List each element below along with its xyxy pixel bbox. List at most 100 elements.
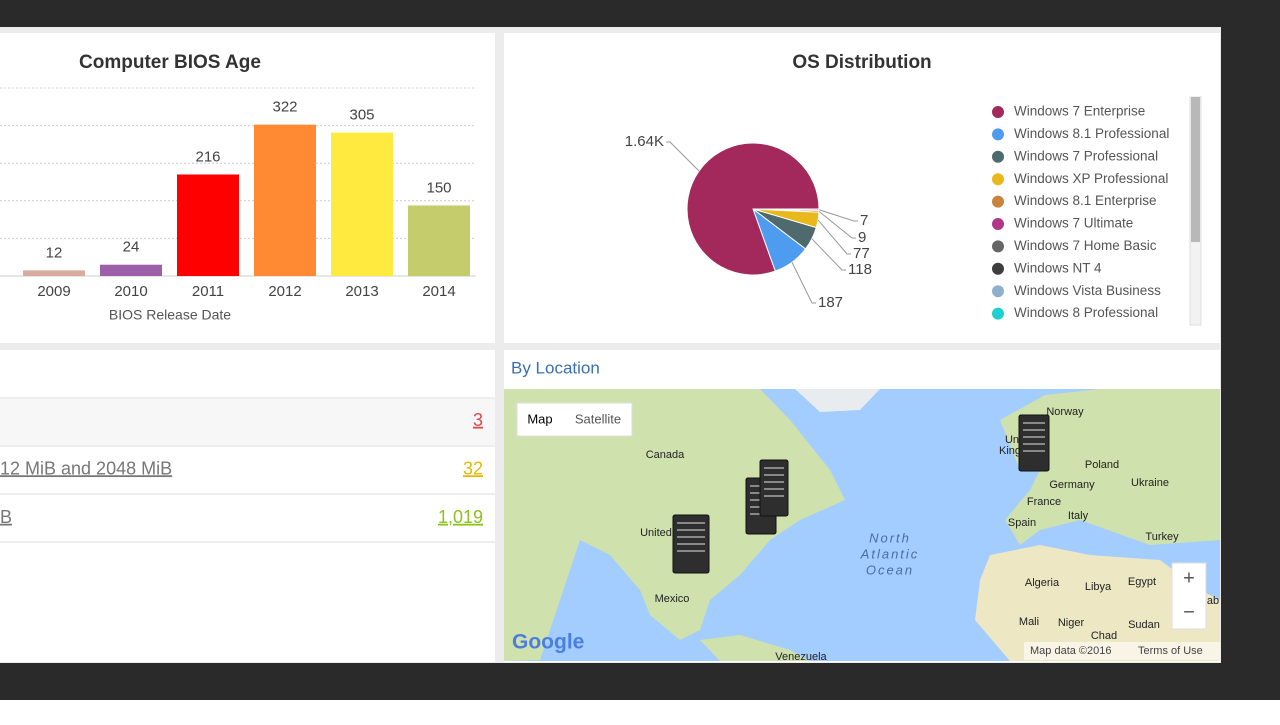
zoom-control[interactable] <box>1171 562 1207 630</box>
chart-title: OS Distribution <box>792 52 931 73</box>
legend-label[interactable]: Windows NT 4 <box>1014 260 1102 275</box>
place-label: Algeria <box>1025 577 1060 589</box>
legend-icon[interactable] <box>992 150 1004 163</box>
x-axis-label: BIOS Release Date <box>109 307 231 323</box>
x-tick-label: 2010 <box>114 283 147 300</box>
place-label: Spain <box>1008 517 1036 529</box>
data-label: 305 <box>349 107 374 124</box>
legend-icon[interactable] <box>992 128 1004 141</box>
bar <box>331 132 393 276</box>
place-label: Niger <box>1058 617 1085 629</box>
legend-label[interactable]: Windows 7 Ultimate <box>1014 216 1133 231</box>
ocean-label: North <box>869 530 911 545</box>
data-label: 1.64K <box>625 133 664 150</box>
map-button[interactable]: Satellite <box>575 411 621 426</box>
row-value[interactable]: 3 <box>473 410 483 430</box>
x-tick-label: 2014 <box>422 283 455 300</box>
desk <box>0 700 1280 720</box>
legend-label[interactable]: Windows Vista Business <box>1014 283 1161 298</box>
place-label: ab <box>1207 595 1219 607</box>
legend-label[interactable]: Windows 7 Home Basic <box>1014 238 1157 253</box>
x-tick-label: 2013 <box>345 283 378 300</box>
map-logo: Google <box>512 631 584 654</box>
row-value[interactable]: 32 <box>463 458 483 478</box>
data-label: 187 <box>818 294 843 311</box>
legend-icon[interactable] <box>992 106 1004 118</box>
chart-title: Computer BIOS Age <box>79 52 261 73</box>
zoom-out[interactable]: − <box>1183 601 1195 623</box>
legend-label[interactable]: Windows 7 Professional <box>1014 148 1158 163</box>
place-label: Italy <box>1068 510 1089 522</box>
legend-icon[interactable] <box>992 262 1004 275</box>
leader-line <box>818 209 858 222</box>
data-label: 12 <box>46 244 63 261</box>
land <box>1000 389 1220 545</box>
legend-icon[interactable] <box>992 173 1004 186</box>
leader-line <box>811 238 846 271</box>
place-label: Poland <box>1085 459 1119 471</box>
place-label: Sudan <box>1128 619 1160 631</box>
data-label: 24 <box>123 239 140 256</box>
place-label: Libya <box>1085 581 1112 593</box>
legend-icon[interactable] <box>992 285 1004 298</box>
panel <box>0 33 495 343</box>
data-label: 216 <box>195 148 220 165</box>
place-label: Egypt <box>1128 576 1156 588</box>
ocean-label: Ocean <box>866 562 914 577</box>
place-label: King <box>999 445 1021 457</box>
bar <box>408 205 470 276</box>
attribution-bg <box>1024 642 1220 660</box>
panel-title: By Location <box>511 358 600 377</box>
legend-icon[interactable] <box>992 218 1004 230</box>
x-tick-label: 2009 <box>37 283 70 300</box>
x-tick-label: 2012 <box>268 283 301 300</box>
data-label: 322 <box>272 99 297 116</box>
leader-line <box>791 262 816 304</box>
land <box>700 635 810 661</box>
x-tick-label: 2011 <box>192 283 224 300</box>
place-label: Un <box>1005 434 1019 446</box>
legend-label[interactable]: Windows 8.1 Professional <box>1014 126 1169 141</box>
place-label: Mali <box>1019 616 1039 628</box>
land <box>795 389 880 412</box>
leader-line <box>817 219 851 255</box>
panel <box>0 350 495 662</box>
place-label: Venezuela <box>775 651 827 663</box>
map <box>504 389 1220 661</box>
row-bg <box>0 399 495 445</box>
leader-line <box>666 141 700 172</box>
map-type-control[interactable] <box>516 402 633 437</box>
place-label: Germany <box>1049 479 1095 491</box>
bar <box>254 124 316 276</box>
attribution: Map data ©2016 <box>1030 645 1112 657</box>
legend-icon[interactable] <box>992 240 1004 253</box>
row-label[interactable]: B <box>0 507 12 527</box>
legend-icon[interactable] <box>992 195 1004 208</box>
scroll-thumb[interactable] <box>1191 97 1200 242</box>
bar <box>177 174 239 276</box>
data-label: 118 <box>848 261 872 278</box>
place-label: Mexico <box>655 593 690 605</box>
zoom-in[interactable]: + <box>1183 567 1195 589</box>
legend-icon[interactable] <box>992 307 1004 320</box>
legend-label[interactable]: Windows XP Professional <box>1014 171 1168 186</box>
place-label: Canada <box>646 449 685 461</box>
map-button[interactable]: Map <box>527 411 552 426</box>
ocean-label: Atlantic <box>860 546 920 561</box>
data-label: 7 <box>860 212 868 229</box>
legend-label[interactable]: Windows 7 Enterprise <box>1014 104 1145 119</box>
legend-label[interactable]: Windows 8.1 Enterprise <box>1014 193 1157 208</box>
panel <box>504 33 1220 343</box>
row-label[interactable]: 12 MiB and 2048 MiB <box>0 458 172 478</box>
data-label: 77 <box>853 245 870 262</box>
legend-label[interactable]: Windows 8 Professional <box>1014 305 1158 320</box>
terms-link[interactable]: Terms of Use <box>1138 645 1203 657</box>
place-label: United <box>640 527 672 539</box>
place-label: France <box>1027 496 1061 508</box>
land <box>975 545 1220 661</box>
row-value[interactable]: 1,019 <box>438 507 483 527</box>
leader-line <box>818 210 856 239</box>
bar <box>100 264 162 276</box>
bar <box>23 270 85 276</box>
